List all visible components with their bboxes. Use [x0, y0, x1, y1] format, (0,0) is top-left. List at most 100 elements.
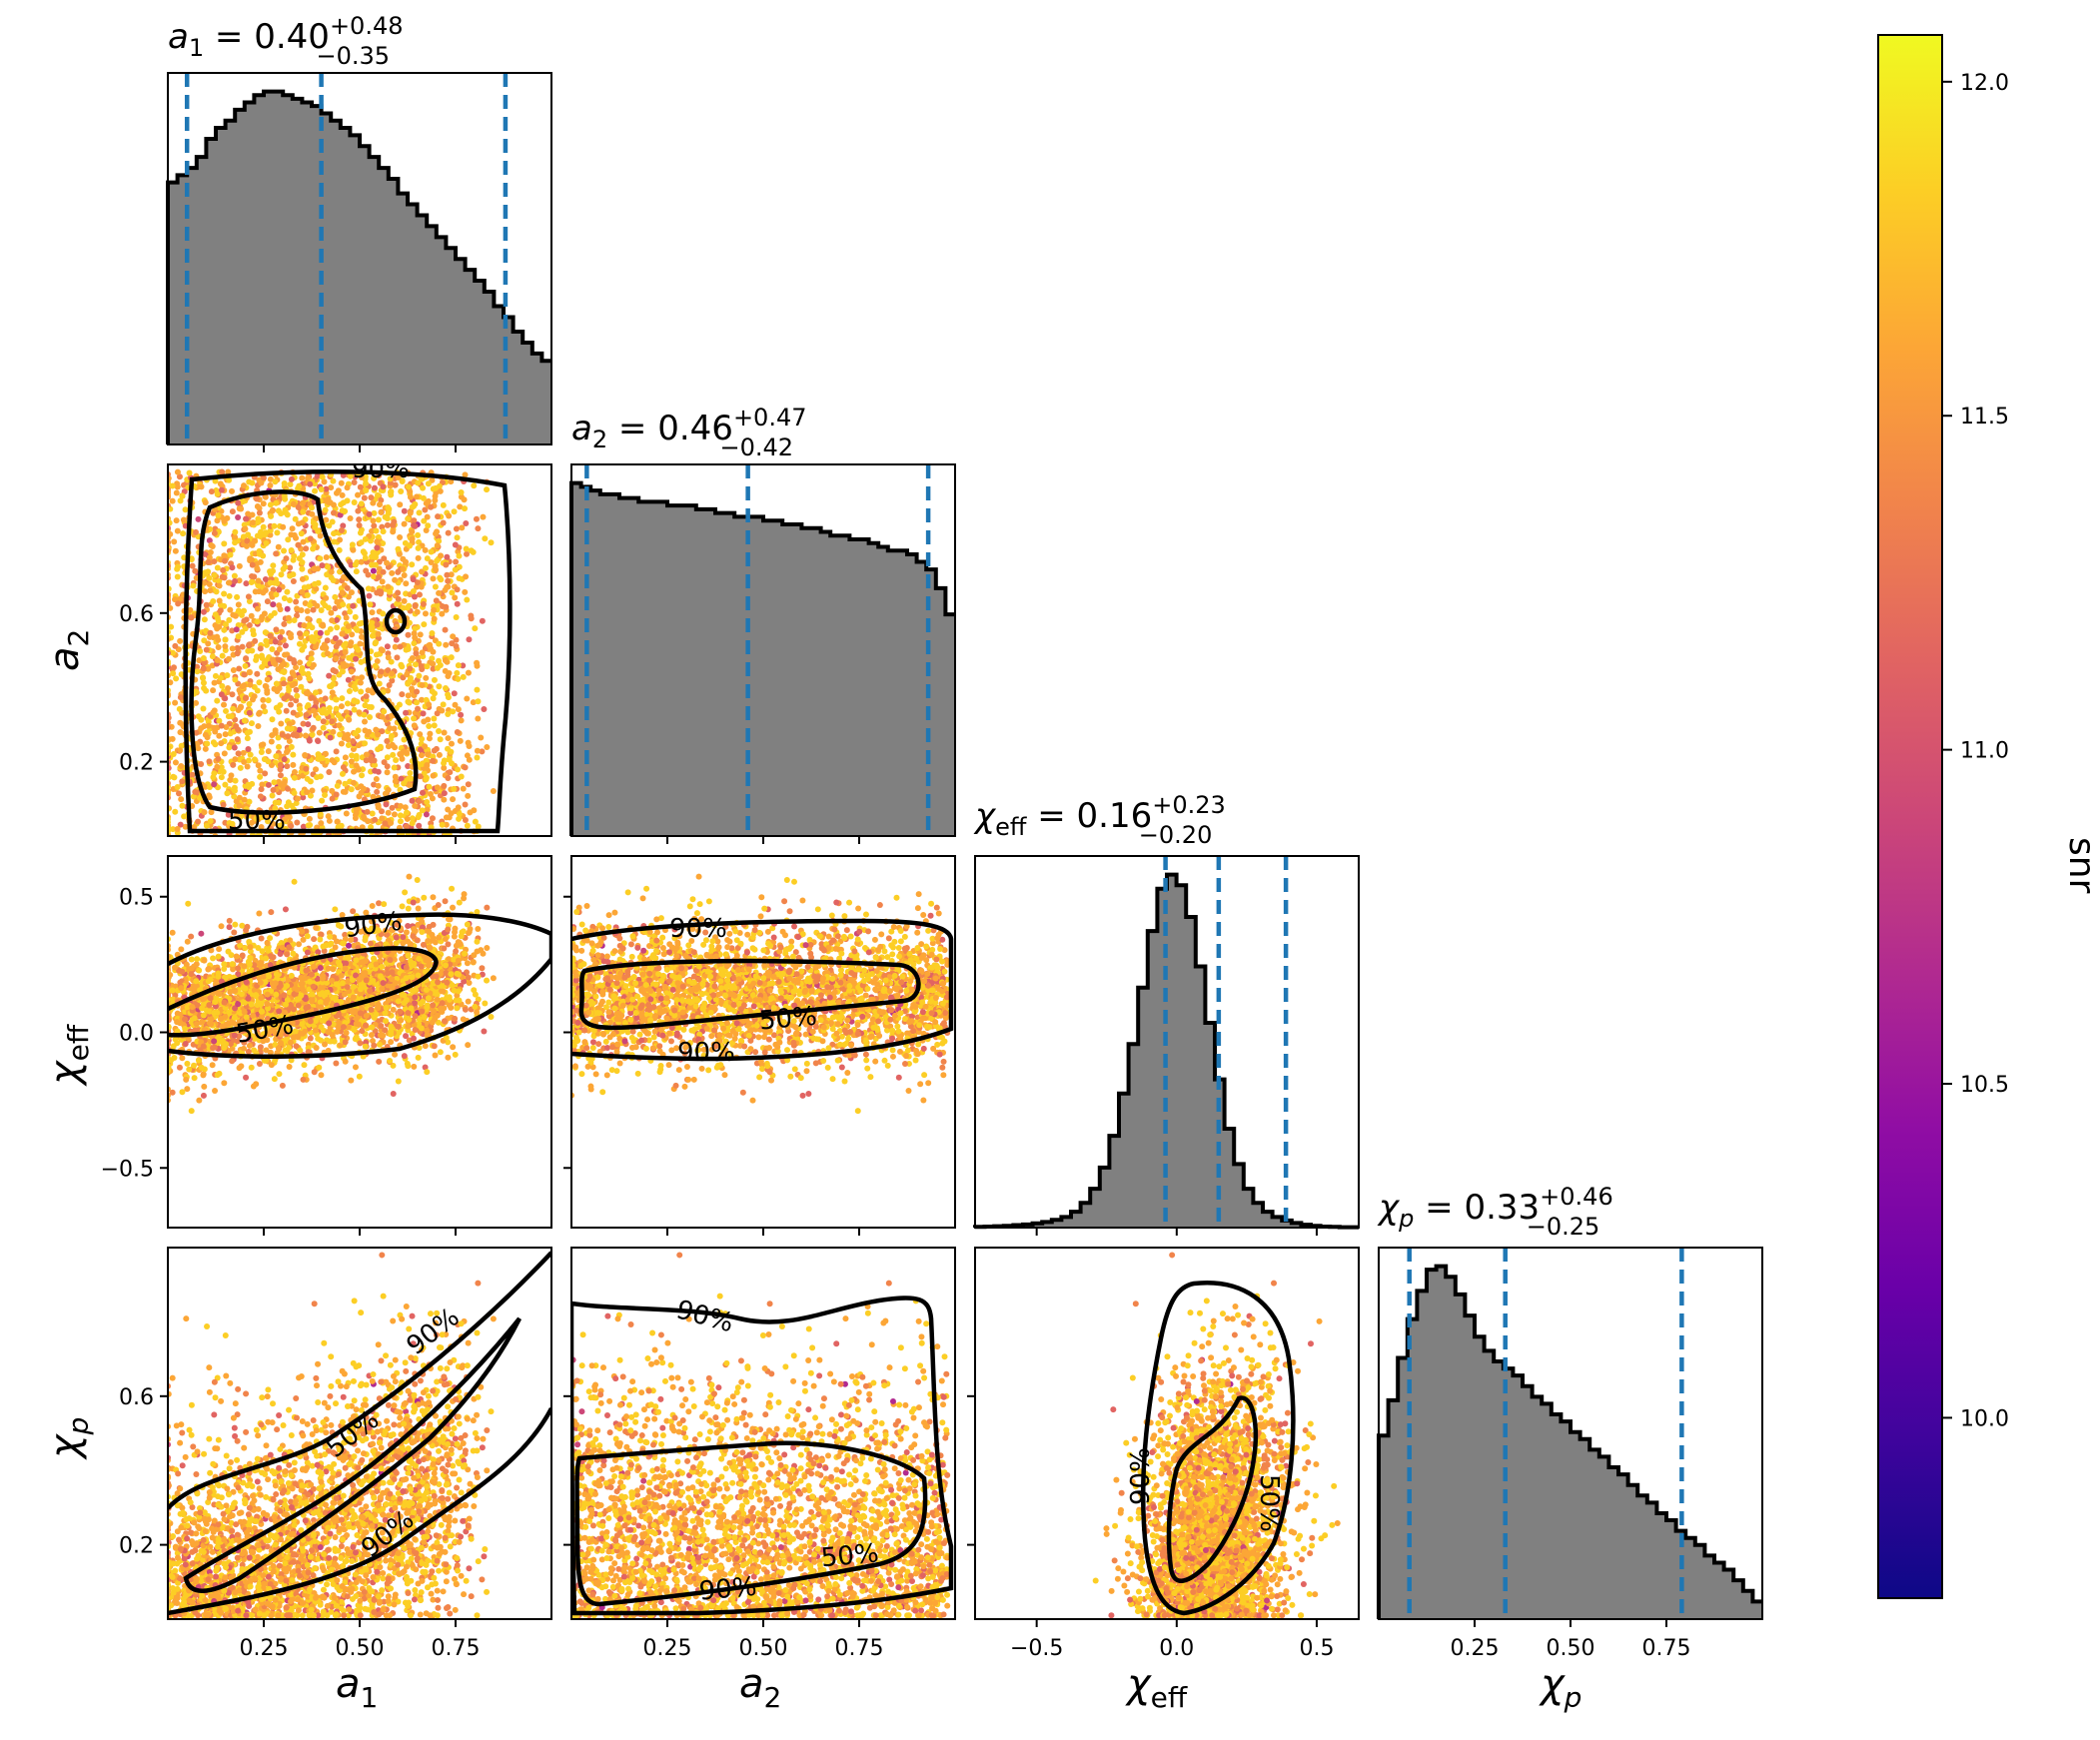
sample-point: [307, 480, 314, 487]
sample-point: [259, 613, 266, 620]
sample-point: [260, 696, 267, 703]
sample-point: [484, 977, 491, 984]
sample-point: [402, 804, 409, 811]
hist-bar: [523, 342, 533, 444]
sample-point: [235, 601, 242, 608]
sample-point: [248, 720, 255, 727]
sample-point: [317, 532, 324, 539]
hist-title-chi-p: χp = 0.33+0.46 −0.25: [1377, 1183, 1613, 1241]
sample-point: [370, 689, 377, 696]
sample-point: [248, 1064, 255, 1071]
sample-point: [279, 731, 286, 738]
hist-bar: [1742, 1590, 1753, 1619]
hist-bar: [484, 291, 495, 444]
hist-bar: [1234, 1164, 1245, 1228]
sample-point: [178, 946, 185, 953]
sample-point: [422, 1043, 429, 1050]
sample-point: [445, 735, 452, 742]
sample-point: [471, 987, 478, 994]
sample-point: [211, 558, 218, 565]
sample-point: [203, 601, 210, 608]
sample-point: [172, 759, 179, 766]
sample-point: [285, 614, 292, 621]
sample-point: [221, 966, 228, 973]
sample-point: [357, 1040, 364, 1047]
sample-point: [287, 564, 294, 571]
sample-point: [278, 720, 285, 727]
sample-point: [205, 640, 212, 647]
sample-point: [234, 644, 241, 651]
sample-point: [427, 730, 434, 737]
sample-point: [201, 957, 208, 964]
hist-step: [569, 480, 955, 836]
hist-bar: [609, 493, 620, 836]
sample-point: [297, 705, 304, 712]
sample-point: [299, 551, 306, 558]
sample-point: [288, 701, 295, 708]
sample-point: [310, 707, 317, 714]
sample-point: [334, 616, 341, 623]
sample-point: [228, 952, 235, 959]
sample-point: [459, 524, 466, 531]
sample-point: [264, 676, 271, 683]
sample-point: [406, 781, 413, 788]
sample-point: [329, 787, 336, 794]
sample-point: [168, 679, 174, 686]
sample-point: [419, 761, 426, 768]
sample-point: [255, 723, 262, 730]
sample-point: [315, 527, 322, 534]
sample-point: [226, 592, 233, 599]
sample-point: [212, 672, 219, 679]
hist-bar: [1119, 1093, 1130, 1228]
sample-point: [397, 812, 404, 819]
sample-point: [196, 657, 203, 664]
sample-point: [460, 673, 467, 680]
sample-point: [475, 715, 482, 722]
sample-point: [259, 663, 266, 670]
title-symbol: χ: [973, 796, 997, 836]
sample-point: [371, 573, 378, 580]
hist-bar: [340, 128, 351, 444]
sample-point: [201, 616, 208, 623]
sample-point: [271, 522, 278, 529]
sample-point: [268, 638, 275, 645]
sample-point: [309, 787, 316, 794]
sample-point: [434, 664, 441, 671]
sample-point: [255, 518, 262, 525]
hist-bar: [254, 95, 265, 445]
sample-point: [263, 1047, 270, 1054]
sample-point: [446, 756, 453, 763]
title-minus: −0.42: [719, 434, 793, 461]
sample-point: [359, 473, 366, 480]
sample-point: [333, 705, 340, 712]
sample-point: [246, 669, 253, 676]
hist-bar: [676, 505, 687, 836]
sample-point: [221, 701, 228, 708]
sample-point: [432, 583, 439, 590]
hist-bar: [1752, 1601, 1763, 1619]
sample-point: [185, 900, 192, 907]
sample-point: [255, 762, 262, 769]
sample-point: [471, 807, 478, 814]
sample-point: [321, 478, 328, 485]
hist-bar: [360, 146, 371, 444]
hist-bar: [1513, 1375, 1524, 1619]
sample-point: [293, 732, 300, 739]
sample-point: [387, 588, 394, 595]
sample-point: [353, 625, 360, 632]
sample-point: [431, 615, 438, 622]
sample-point: [200, 1000, 207, 1007]
sample-point: [392, 576, 399, 583]
sample-point: [207, 548, 214, 555]
sample-point: [394, 654, 401, 661]
sample-point: [419, 789, 426, 796]
hist-bar: [1637, 1495, 1648, 1619]
sample-point: [464, 596, 471, 603]
sample-point: [268, 738, 275, 745]
sample-point: [338, 703, 345, 710]
sample-point: [451, 508, 458, 515]
sample-point: [465, 781, 472, 788]
hist-bar: [1176, 885, 1187, 1228]
sample-point: [421, 621, 428, 628]
sample-point: [169, 482, 176, 489]
